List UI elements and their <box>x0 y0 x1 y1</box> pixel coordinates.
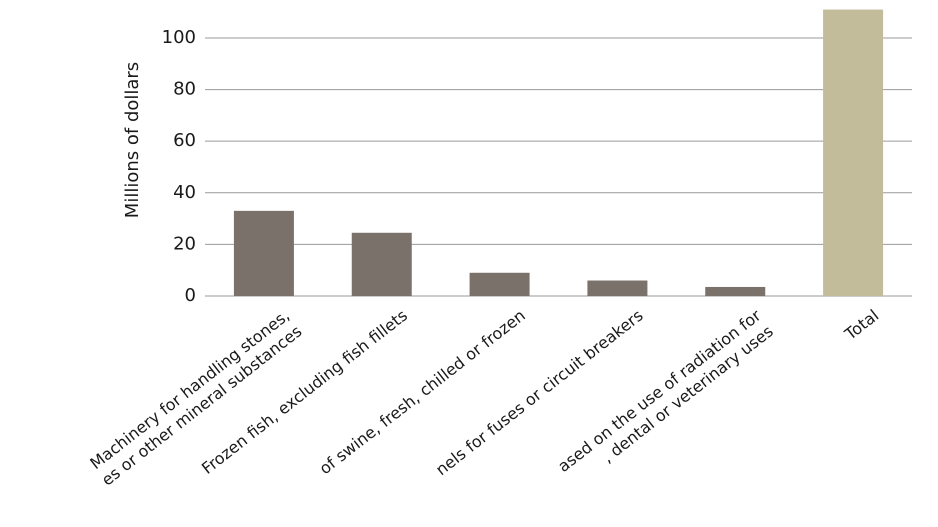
x-tick-label-group: of swine, fresh, chilled or frozen <box>316 306 529 478</box>
y-axis-label: Millions of dollars <box>122 62 143 218</box>
bar <box>469 272 530 296</box>
bar <box>233 210 294 296</box>
y-tick-label: 40 <box>173 182 196 203</box>
x-tick-label: , dental or veterinary uses <box>598 321 776 466</box>
bar <box>705 286 766 296</box>
x-tick-label-group: ased on the use of radiation for, dental… <box>554 305 777 475</box>
x-tick-label-group: Machinery for handling stones,es or othe… <box>86 306 305 490</box>
y-tick-label: 100 <box>162 27 196 48</box>
y-tick-label: 80 <box>173 79 196 100</box>
y-tick-label: 0 <box>185 285 196 306</box>
x-tick-label: Machinery for handling stones, <box>86 306 293 473</box>
bar <box>351 232 412 296</box>
bar <box>823 9 884 297</box>
x-tick-label: Total <box>840 306 882 345</box>
y-tick-label: 60 <box>173 130 196 151</box>
bar <box>587 280 648 296</box>
x-tick-label: ased on the use of radiation for <box>554 305 765 475</box>
x-tick-label-group: Total <box>840 306 882 345</box>
x-tick-label: of swine, fresh, chilled or frozen <box>316 306 529 478</box>
y-tick-label: 20 <box>173 233 196 254</box>
